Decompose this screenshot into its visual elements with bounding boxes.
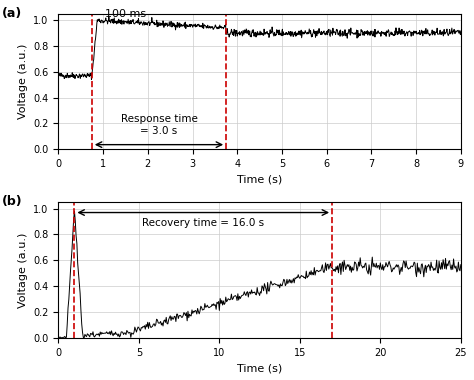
X-axis label: Time (s): Time (s) bbox=[237, 174, 282, 184]
Y-axis label: Voltage (a.u.): Voltage (a.u.) bbox=[18, 232, 27, 308]
X-axis label: Time (s): Time (s) bbox=[237, 363, 282, 373]
Y-axis label: Voltage (a.u.): Voltage (a.u.) bbox=[18, 44, 27, 119]
Text: (a): (a) bbox=[2, 7, 22, 20]
Text: (b): (b) bbox=[2, 195, 23, 208]
Text: 100 ms: 100 ms bbox=[105, 9, 146, 19]
Text: Response time
= 3.0 s: Response time = 3.0 s bbox=[120, 114, 197, 136]
Text: Recovery time = 16.0 s: Recovery time = 16.0 s bbox=[142, 218, 264, 228]
